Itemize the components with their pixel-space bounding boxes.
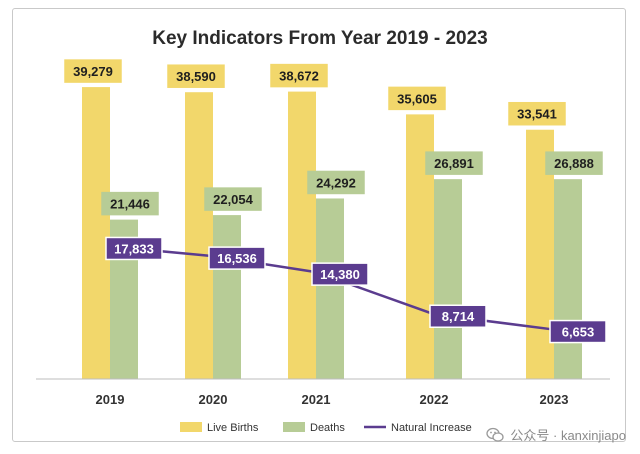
legend-swatch xyxy=(180,422,202,432)
data-label-deaths: 22,054 xyxy=(213,192,254,207)
data-label-natural-increase: 14,380 xyxy=(320,267,360,282)
data-label-natural-increase-box xyxy=(105,236,163,261)
data-label-live-births-box xyxy=(270,63,328,88)
bar-live-births xyxy=(185,92,213,379)
data-label-natural-increase-box xyxy=(311,262,369,286)
bar-deaths xyxy=(434,179,462,379)
data-label-live-births-box xyxy=(508,101,566,126)
legend-swatch xyxy=(283,422,305,432)
x-tick-label: 2019 xyxy=(96,392,125,407)
data-label-deaths-box xyxy=(101,191,159,216)
bar-live-births xyxy=(288,91,316,379)
wechat-icon xyxy=(486,427,505,442)
data-label-live-births: 33,541 xyxy=(517,107,557,122)
data-label-deaths-box xyxy=(545,151,603,175)
data-label-natural-increase-box xyxy=(208,246,266,270)
x-tick-label: 2022 xyxy=(420,392,449,407)
bar-live-births xyxy=(82,87,110,379)
data-label-deaths-box xyxy=(307,170,365,195)
data-label-natural-increase-box xyxy=(429,304,487,328)
data-label-live-births-box xyxy=(64,59,122,83)
data-label-live-births: 38,672 xyxy=(279,69,319,84)
legend-label: Natural Increase xyxy=(391,422,472,434)
data-label-deaths-box xyxy=(425,151,483,175)
data-label-live-births: 39,279 xyxy=(73,64,113,79)
bar-deaths xyxy=(213,215,241,379)
watermark-text: 公众号 · kanxinjiapo xyxy=(510,428,626,443)
data-label-natural-increase: 17,833 xyxy=(114,241,154,256)
data-label-deaths: 21,446 xyxy=(110,197,150,212)
data-label-deaths: 26,888 xyxy=(554,156,594,171)
data-label-deaths-box xyxy=(204,187,262,211)
chart-title: Key Indicators From Year 2019 - 2023 xyxy=(152,28,488,49)
x-tick-label: 2020 xyxy=(199,392,228,407)
data-label-natural-increase: 8,714 xyxy=(442,309,475,324)
bar-deaths xyxy=(316,198,344,379)
data-label-live-births-box xyxy=(167,64,225,88)
x-tick-label: 2021 xyxy=(302,392,331,407)
data-label-live-births: 35,605 xyxy=(397,91,437,106)
x-tick-label: 2023 xyxy=(540,392,569,407)
legend-label: Deaths xyxy=(310,422,345,434)
data-label-natural-increase-box xyxy=(549,319,607,344)
data-label-deaths: 26,891 xyxy=(434,156,474,171)
data-label-natural-increase: 16,536 xyxy=(217,251,257,266)
legend-label: Live Births xyxy=(207,422,259,434)
watermark: 公众号 · kanxinjiapo xyxy=(486,425,626,444)
data-label-live-births: 38,590 xyxy=(176,69,216,84)
data-label-deaths: 24,292 xyxy=(316,175,356,190)
data-label-live-births-box xyxy=(388,86,446,111)
data-label-natural-increase: 6,653 xyxy=(562,325,595,340)
bar-deaths xyxy=(554,179,582,379)
